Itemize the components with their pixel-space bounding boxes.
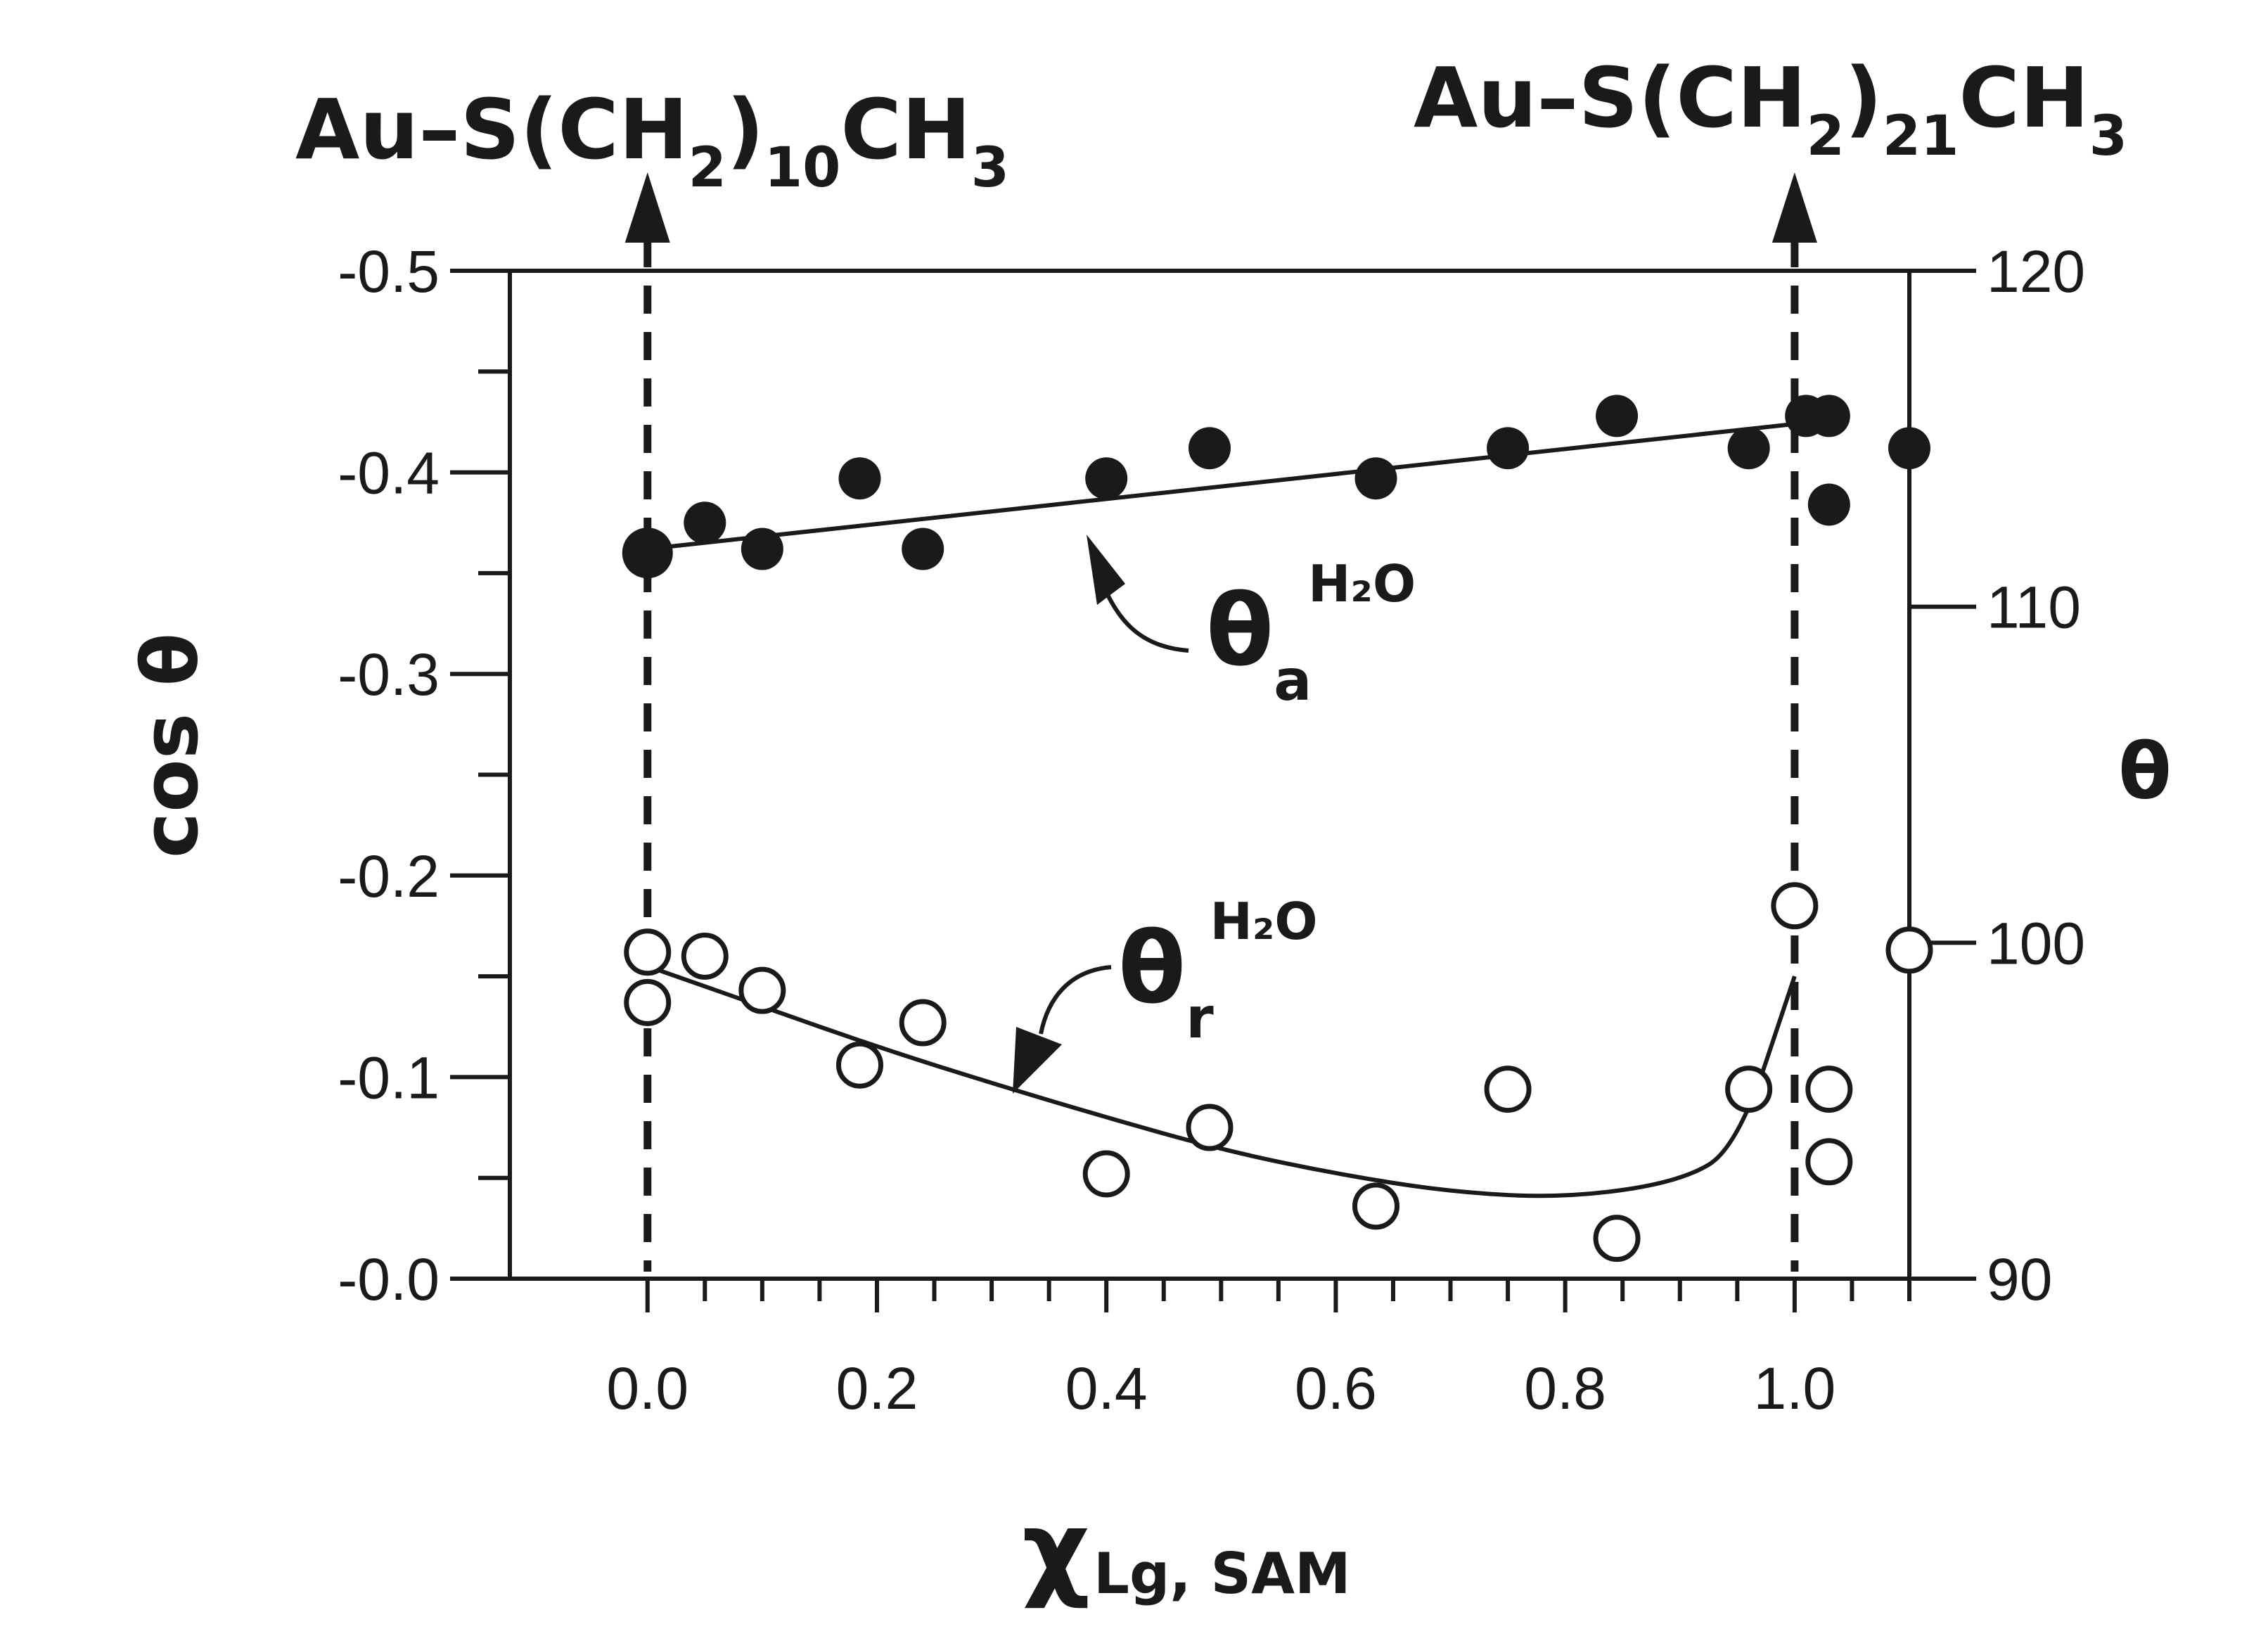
x-axis-label-sub: Lg, SAM xyxy=(1094,1541,1351,1606)
receding-point xyxy=(899,999,947,1047)
y-right-axis-label: θ xyxy=(2118,727,2172,817)
x-axis-ticks: 0.0 0.2 0.4 0.6 0.8 1.0 xyxy=(606,1279,1911,1421)
receding-point xyxy=(1082,1150,1130,1198)
advancing-point xyxy=(1596,395,1639,437)
receding-point xyxy=(738,966,786,1014)
y-right-tick-label: 110 xyxy=(1987,575,2081,641)
receding-point xyxy=(836,1041,883,1089)
receding-point xyxy=(1771,882,1819,930)
advancing-point xyxy=(1727,427,1770,470)
annotation-advancing: θaH₂O xyxy=(1087,535,1416,713)
receding-point xyxy=(1725,1066,1773,1113)
y-left-axis-label: cos θ xyxy=(125,633,215,858)
fit-curve-0 xyxy=(647,421,1795,551)
compound-label-left: Au–S(CH2)10CH3 xyxy=(295,81,1009,200)
reference-arrow-1 xyxy=(1772,172,1817,243)
annotation-receding: θrH₂O xyxy=(1013,892,1318,1094)
y-right-tick-label: 100 xyxy=(1987,910,2085,976)
y-left-tick-label: -0.4 xyxy=(338,440,440,506)
x-axis-label-main: χ xyxy=(1022,1489,1090,1611)
x-tick-label: 0.6 xyxy=(1295,1355,1377,1421)
advancing-point xyxy=(1189,427,1231,470)
y-left-tick-label: -0.1 xyxy=(338,1044,440,1111)
receding-point xyxy=(1885,926,1933,974)
receding-point xyxy=(1593,1215,1641,1262)
advancing-point xyxy=(622,528,673,579)
advancing-point xyxy=(1807,483,1850,526)
x-tick-label: 0.0 xyxy=(606,1355,688,1421)
receding-point xyxy=(1352,1182,1400,1230)
receding-point xyxy=(624,978,672,1026)
receding-point xyxy=(1805,1138,1853,1186)
x-tick-label: 0.2 xyxy=(836,1355,918,1421)
receding-point xyxy=(1805,1066,1853,1113)
advancing-point xyxy=(1354,457,1397,500)
advancing-point xyxy=(1487,427,1530,470)
advancing-point xyxy=(1888,427,1930,470)
x-axis-label: χ Lg, SAM xyxy=(1022,1489,1350,1611)
advancing-point xyxy=(1807,395,1850,437)
y-right-tick-label: 120 xyxy=(1987,238,2085,305)
svg-text:χ: χ xyxy=(1022,1489,1090,1611)
svg-text:θaH₂O: θaH₂O xyxy=(1206,554,1416,713)
advancing-point xyxy=(1085,457,1128,500)
y-left-tick-label: -0.3 xyxy=(338,641,440,708)
svg-text:Au–S(CH2)21CH3: Au–S(CH2)21CH3 xyxy=(1414,49,2127,168)
x-tick-label: 1.0 xyxy=(1753,1355,1835,1421)
reference-lines xyxy=(624,172,1817,1272)
receding-point xyxy=(681,932,729,980)
receding-point xyxy=(1484,1066,1532,1113)
svg-text:Au–S(CH2)10CH3: Au–S(CH2)10CH3 xyxy=(295,81,1009,200)
y-right-axis: 90 100 110 120 xyxy=(1909,238,2085,1312)
y-left-axis: -0.5 -0.4 -0.3 -0.2 -0.1 -0.0 xyxy=(338,238,510,1312)
data-points xyxy=(622,395,1933,1262)
compound-label-right: Au–S(CH2)21CH3 xyxy=(1414,49,2127,168)
fit-curves xyxy=(646,421,1797,1198)
y-left-tick-label: -0.2 xyxy=(338,843,440,909)
y-left-tick-label: -0.5 xyxy=(338,238,440,305)
advancing-point xyxy=(684,501,726,544)
x-tick-label: 0.8 xyxy=(1524,1355,1606,1421)
advancing-point xyxy=(902,528,944,570)
reference-arrow-0 xyxy=(624,172,670,243)
receding-point xyxy=(624,928,672,976)
svg-text:Lg, SAM: Lg, SAM xyxy=(1094,1541,1351,1606)
receding-point xyxy=(1186,1104,1234,1151)
y-right-tick-label: 90 xyxy=(1987,1246,2052,1312)
advancing-point xyxy=(741,528,783,570)
fit-curve-1 xyxy=(646,964,1797,1198)
svg-text:θrH₂O: θrH₂O xyxy=(1118,892,1318,1051)
x-tick-label: 0.4 xyxy=(1065,1355,1148,1421)
y-left-tick-label: -0.0 xyxy=(338,1246,440,1312)
advancing-point xyxy=(838,457,881,500)
